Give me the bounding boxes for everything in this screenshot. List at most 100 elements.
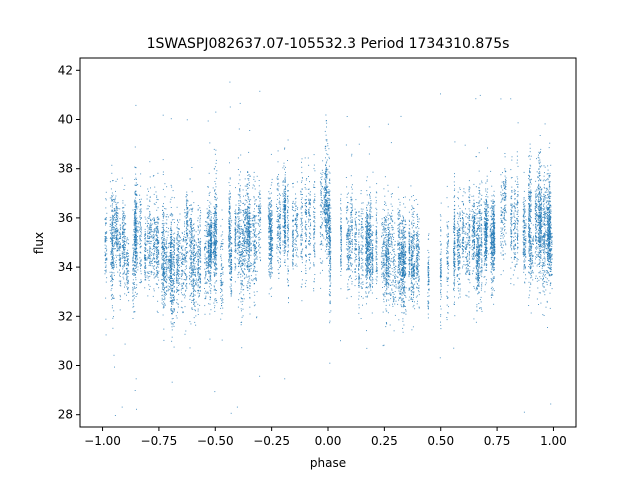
data-point [278,247,279,248]
data-point [199,221,201,223]
data-point [213,249,214,251]
data-point [329,207,331,209]
data-point [127,289,129,291]
data-point [277,232,279,234]
data-point [287,218,289,220]
data-point [104,270,106,271]
data-point [398,290,400,292]
data-point [235,247,237,249]
data-point [106,257,108,259]
data-point [329,226,331,228]
data-point [271,192,272,194]
data-point [327,226,329,228]
data-point [466,295,468,297]
data-point [254,219,256,221]
data-point [116,246,118,248]
data-point [234,243,236,245]
data-point [367,222,369,224]
data-point [287,237,289,239]
data-point [481,252,482,254]
data-point [504,230,505,232]
data-point [480,219,482,221]
data-point [549,307,551,309]
data-point [340,238,342,240]
data-point [115,225,117,227]
data-point [250,217,252,219]
data-point [324,148,326,150]
data-point [190,294,192,296]
data-point [250,247,252,249]
data-point [340,203,342,205]
data-point [231,250,233,251]
data-point [284,202,285,203]
data-point [120,283,122,285]
data-point [246,216,248,218]
data-point [402,277,404,279]
data-point [287,273,289,275]
data-point [163,295,165,297]
data-point [115,234,117,236]
data-point [213,286,215,288]
data-point [199,253,201,255]
data-point [517,238,518,240]
data-point [209,191,211,193]
data-point [200,248,201,250]
data-point [468,218,470,220]
data-point [300,224,302,226]
data-point [184,255,185,257]
data-point [440,248,442,250]
data-point [117,235,119,237]
data-point [440,283,442,285]
data-point [469,219,471,221]
data-point [170,184,172,186]
data-point [168,255,170,257]
data-point [250,231,252,232]
data-point [411,283,413,285]
data-point [285,243,287,245]
data-point [213,302,215,304]
data-point [164,259,166,261]
data-point [230,249,232,251]
data-point [114,229,116,231]
data-point [328,192,330,194]
data-point [284,195,286,197]
data-point [253,185,255,187]
data-point [329,251,330,253]
data-point [163,304,165,306]
data-point [301,252,303,254]
data-point [397,219,399,220]
data-point [119,269,120,271]
data-point [453,229,455,231]
data-point [467,265,469,267]
data-point [171,313,173,315]
data-point [329,223,330,225]
data-point [118,244,120,246]
data-point [278,220,280,222]
data-point [190,242,191,244]
data-point [530,178,532,180]
data-point [215,149,217,151]
data-point [252,217,254,219]
data-point [270,277,271,279]
data-point [440,274,442,276]
data-point [329,237,331,239]
data-point [249,175,251,177]
data-point [284,235,286,237]
data-point [117,271,119,273]
data-point [329,241,331,243]
data-point [300,251,302,253]
data-point [329,242,331,243]
data-point [115,213,117,215]
data-point [284,201,286,203]
data-point [462,239,463,241]
data-point [234,238,236,240]
data-point [340,340,341,342]
data-point [398,271,399,273]
data-point [184,241,186,243]
data-point [144,234,145,236]
data-point [463,237,465,239]
data-point [484,260,486,262]
data-point [124,217,126,219]
data-point [235,251,237,253]
data-point [529,273,531,275]
